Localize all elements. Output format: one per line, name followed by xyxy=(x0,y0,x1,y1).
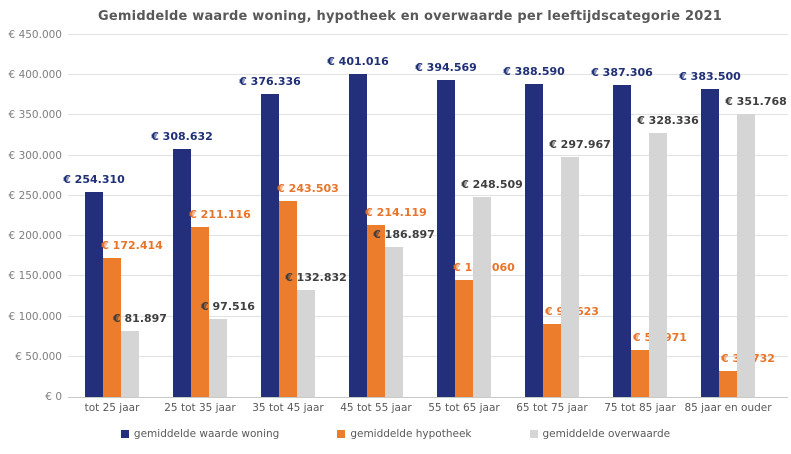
x-axis-label-5: 65 tot 75 jaar xyxy=(516,402,588,414)
gridline xyxy=(68,114,788,116)
gridline xyxy=(68,74,788,76)
y-axis-tick-label: € 250.000 xyxy=(8,189,62,202)
bar-label-hypotheek-1: € 211.116 xyxy=(189,208,251,222)
bar-woning-3 xyxy=(349,74,367,397)
bar-label-woning-1: € 308.632 xyxy=(151,129,213,143)
y-axis-tick-label: € 450.000 xyxy=(8,29,62,41)
x-axis-label-0: tot 25 jaar xyxy=(84,402,140,414)
bar-woning-6 xyxy=(613,85,631,397)
bar-hypotheek-5 xyxy=(543,324,561,397)
bar-label-woning-0: € 254.310 xyxy=(63,173,125,187)
bar-woning-4 xyxy=(437,79,455,397)
legend: gemiddelde waarde woning gemiddelde hypot… xyxy=(0,428,791,440)
bar-woning-1 xyxy=(173,148,191,397)
y-axis-tick-label: € 350.000 xyxy=(8,109,62,122)
legend-marker-overwaarde xyxy=(529,430,538,438)
legend-item-woning: gemiddelde waarde woning xyxy=(120,428,280,440)
gridline xyxy=(68,235,788,237)
legend-item-overwaarde: gemiddelde overwaarde xyxy=(529,428,671,440)
bar-hypotheek-1 xyxy=(191,227,209,397)
bar-label-woning-6: € 387.306 xyxy=(591,66,653,80)
y-axis-tick-label: € 50.000 xyxy=(15,350,62,363)
bar-overwaarde-2 xyxy=(297,290,315,397)
x-axis-label-2: 35 tot 45 jaar xyxy=(252,402,324,414)
x-axis-label-4: 55 tot 65 jaar xyxy=(428,402,500,414)
bar-label-hypotheek-2: € 243.503 xyxy=(277,182,339,196)
gridline xyxy=(68,194,788,196)
bar-label-overwaarde-1: € 97.516 xyxy=(201,299,255,313)
bar-hypotheek-0 xyxy=(103,258,121,397)
gridline xyxy=(68,34,788,35)
bar-hypotheek-4 xyxy=(455,279,473,397)
bar-label-woning-7: € 383.500 xyxy=(679,69,741,83)
bar-label-overwaarde-4: € 248.509 xyxy=(461,178,523,192)
bar-label-overwaarde-6: € 328.336 xyxy=(637,113,699,127)
x-axis-label-1: 25 tot 35 jaar xyxy=(164,402,236,414)
chart-title: Gemiddelde waarde woning, hypotheek en o… xyxy=(98,9,722,24)
y-axis-tick-label: € 300.000 xyxy=(8,149,62,162)
bar-overwaarde-3 xyxy=(385,246,403,397)
bar-overwaarde-4 xyxy=(473,197,491,397)
gridline xyxy=(68,154,788,156)
bar-overwaarde-1 xyxy=(209,318,227,397)
x-axis-label-3: 45 tot 55 jaar xyxy=(340,402,412,414)
legend-marker-hypotheek xyxy=(337,430,346,438)
y-axis-tick-label: € 0 xyxy=(45,391,62,403)
legend-label-overwaarde: gemiddelde overwaarde xyxy=(542,428,671,440)
gridline xyxy=(68,315,788,317)
bar-woning-0 xyxy=(85,192,103,397)
bar-hypotheek-6 xyxy=(631,349,649,397)
bar-label-woning-3: € 401.016 xyxy=(327,55,389,69)
bar-label-woning-2: € 376.336 xyxy=(239,75,301,89)
gridline xyxy=(68,355,788,357)
bar-overwaarde-0 xyxy=(121,331,139,397)
bar-label-woning-4: € 394.569 xyxy=(415,60,477,74)
bar-label-overwaarde-3: € 186.897 xyxy=(373,227,435,241)
bar-overwaarde-6 xyxy=(649,132,667,397)
plot-area: € 254.310 € 172.414 € 81.897 € 308.632 € 211… xyxy=(63,34,788,398)
legend-item-hypotheek: gemiddelde hypotheek xyxy=(337,428,472,440)
bar-label-hypotheek-0: € 172.414 xyxy=(101,239,163,253)
y-axis-tick-label: € 150.000 xyxy=(8,270,62,283)
legend-label-hypotheek: gemiddelde hypotheek xyxy=(350,428,472,440)
gridline xyxy=(68,275,788,277)
y-axis-tick-label: € 400.000 xyxy=(8,69,62,82)
bar-label-overwaarde-5: € 297.967 xyxy=(549,138,611,152)
bar-woning-5 xyxy=(525,84,543,397)
y-axis-tick-label: € 200.000 xyxy=(8,230,62,243)
x-axis-label-6: 75 tot 85 jaar xyxy=(604,402,676,414)
bar-label-hypotheek-3: € 214.119 xyxy=(365,205,427,219)
bar-overwaarde-5 xyxy=(561,157,579,397)
bar-label-overwaarde-7: € 351.768 xyxy=(725,95,787,109)
x-axis-label-7: 85 jaar en ouder xyxy=(684,402,772,414)
bar-label-woning-5: € 388.590 xyxy=(503,65,565,79)
bar-woning-2 xyxy=(261,94,279,397)
legend-marker-woning xyxy=(120,430,129,438)
bar-hypotheek-7 xyxy=(719,371,737,397)
bar-woning-7 xyxy=(701,88,719,397)
y-axis-tick-label: € 100.000 xyxy=(8,310,62,323)
bar-hypotheek-2 xyxy=(279,201,297,397)
bar-label-overwaarde-0: € 81.897 xyxy=(113,312,167,326)
legend-label-woning: gemiddelde waarde woning xyxy=(133,428,280,440)
bar-overwaarde-7 xyxy=(737,114,755,397)
bar-label-overwaarde-2: € 132.832 xyxy=(285,271,347,285)
bar-hypotheek-3 xyxy=(367,224,385,397)
